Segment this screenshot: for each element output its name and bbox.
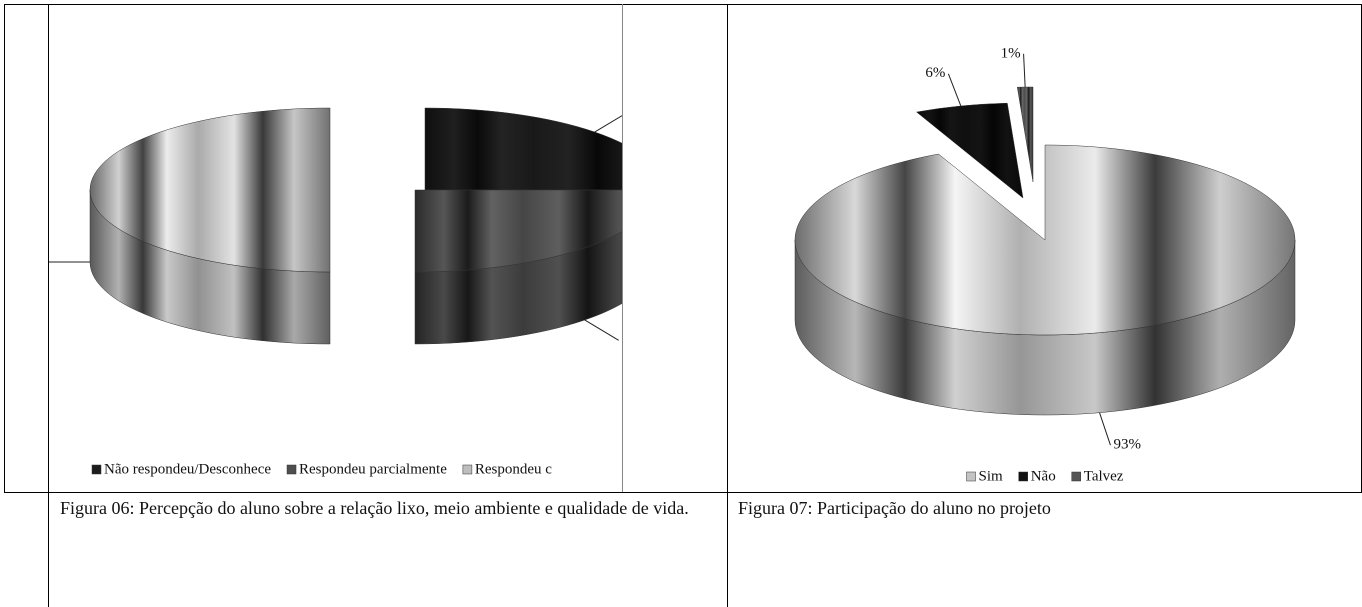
leader-line	[584, 319, 619, 341]
pie-slice	[424, 107, 622, 191]
leader-line	[1099, 412, 1111, 446]
data-label: 6%	[925, 65, 945, 81]
data-label: 93%	[1113, 437, 1141, 453]
legend-label: Respondeu parcialmente	[299, 461, 447, 477]
data-label: 1%	[1001, 45, 1021, 61]
table-borders	[4, 4, 1362, 607]
leader-line	[594, 115, 622, 133]
data-label: 50%	[12, 253, 40, 269]
pie-slice	[414, 189, 622, 273]
legend-label: Não respondeu/Desconhece	[104, 461, 271, 477]
legend-label: Não	[1031, 468, 1056, 484]
pie-slice	[1017, 86, 1034, 183]
legend-label: Sim	[979, 468, 1004, 484]
legend-label: Respondeu c	[475, 461, 552, 477]
pie-slice-side	[414, 231, 622, 345]
caption: Figura 07: Participação do aluno no proj…	[738, 498, 1051, 518]
legend-swatch	[966, 471, 976, 482]
legend-label: Talvez	[1084, 468, 1124, 484]
legend-swatch	[1018, 471, 1028, 482]
leader-line	[1023, 53, 1026, 88]
leader-line	[947, 73, 962, 107]
data-label: 25%	[622, 332, 650, 348]
legend-swatch	[1071, 471, 1081, 482]
pie-slice	[89, 107, 331, 273]
data-label: 25%	[632, 103, 660, 119]
chart-2: 93% 6% 1% Sim Não Talvez	[794, 45, 1296, 484]
legend-swatch	[286, 464, 297, 475]
caption: Figura 06: Percepção do aluno sobre a re…	[60, 498, 689, 518]
pie-slice	[794, 144, 1296, 336]
chart-1: 25% 25% 50% Não respondeu/Desconhece Respond…	[12, 103, 660, 477]
legend-swatch	[462, 464, 473, 475]
legend-swatch	[91, 464, 102, 475]
